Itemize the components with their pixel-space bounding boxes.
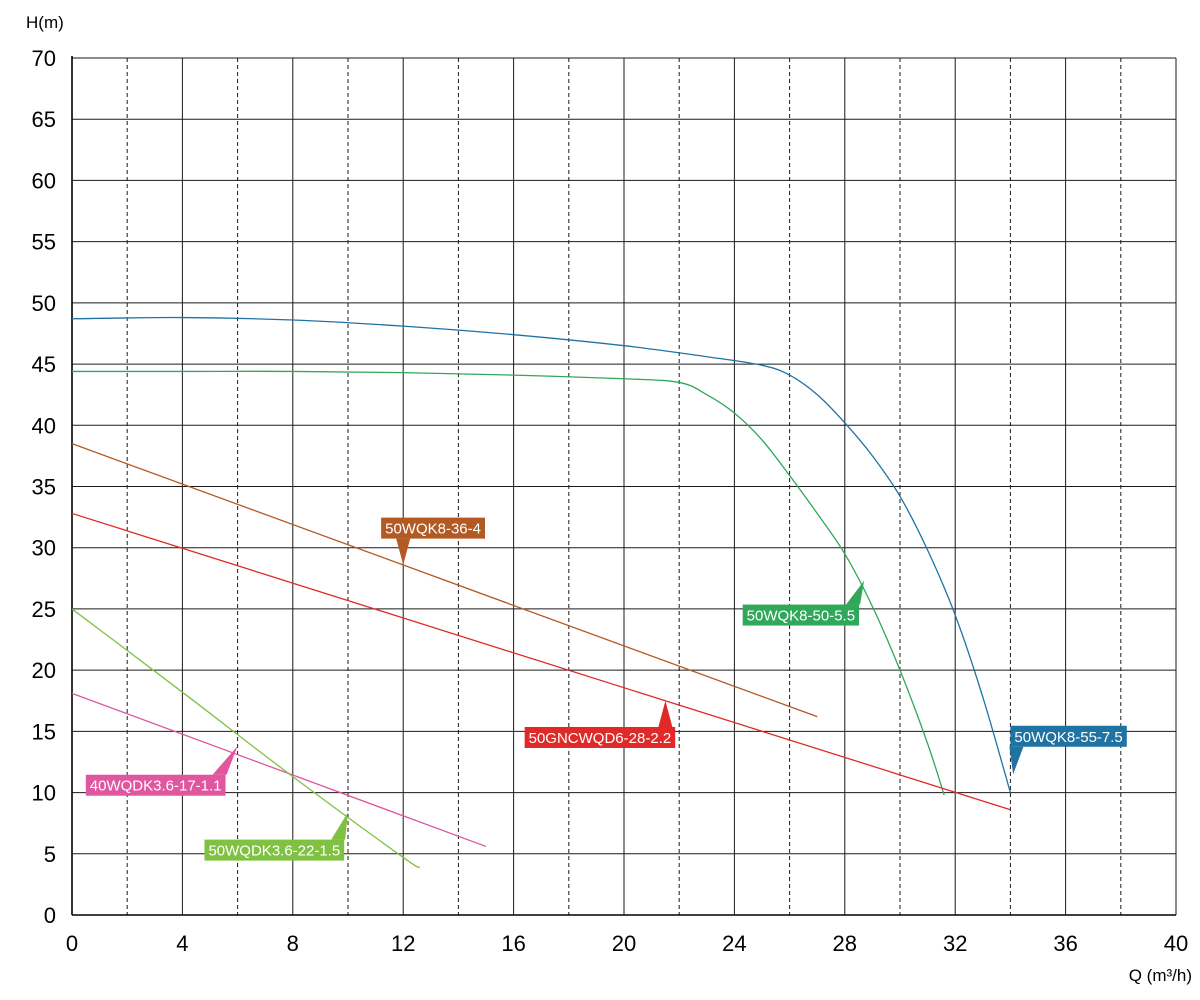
series-tags: 50WQK8-55-7.5 50WQK8-50-5.5 50WQK8-36-4 50G… [85, 517, 1127, 861]
grid [72, 57, 1177, 915]
y-tick-label-35: 35 [32, 475, 56, 500]
x-tick-label-16: 16 [501, 931, 525, 956]
y-tick-label-45: 45 [32, 352, 56, 377]
series-tag-50wqdk3-6-22-1-5: 50WQDK3.6-22-1.5 [204, 812, 348, 861]
series-tag-50gncwqd6-28-2-2: 50GNCWQD6-28-2.2 [524, 700, 676, 748]
x-tick-label-32: 32 [943, 931, 967, 956]
x-tick-label-40: 40 [1164, 931, 1188, 956]
series-tag-box [524, 726, 676, 748]
series-tag-pointer [396, 538, 411, 565]
y-tick-label-25: 25 [32, 597, 56, 622]
y-tick-label-70: 70 [32, 46, 56, 71]
y-tick-label-40: 40 [32, 413, 56, 438]
series-lines [71, 316, 1012, 869]
y-tick-label-65: 65 [32, 107, 56, 132]
x-tick-label-4: 4 [176, 931, 188, 956]
x-tick-label-28: 28 [833, 931, 857, 956]
y-tick-label-50: 50 [32, 291, 56, 316]
x-tick-label-0: 0 [66, 931, 78, 956]
series-tag-box [204, 839, 345, 861]
y-tick-label-10: 10 [32, 781, 56, 806]
series-line-50wqdk3-6-22-1-5 [71, 608, 421, 869]
series-tag-text: 50WQDK3.6-22-1.5 [208, 843, 340, 860]
series-tag-box [742, 604, 860, 626]
series-line-50wqk8-50-5-5 [72, 370, 945, 796]
series-tag-text: 40WQDK3.6-17-1.1 [90, 778, 222, 795]
series-tag-pointer [658, 700, 673, 727]
series-tag-pointer [212, 746, 238, 775]
series-tag-box [1010, 725, 1127, 747]
series-tag-50wqk8-55-7-5: 50WQK8-55-7.5 [1009, 725, 1127, 775]
y-axis-label: H(m) [26, 13, 64, 32]
x-tick-label-36: 36 [1053, 931, 1077, 956]
series-tag-box [85, 774, 226, 796]
y-tick-label-15: 15 [32, 719, 56, 744]
series-line-50wqk8-55-7-5 [71, 316, 1012, 793]
y-tick-label-5: 5 [44, 842, 56, 867]
series-tag-pointer [331, 812, 348, 840]
y-tick-label-55: 55 [32, 230, 56, 255]
x-tick-label-20: 20 [612, 931, 636, 956]
y-tick-label-60: 60 [32, 168, 56, 193]
series-tag-50wqk8-36-4: 50WQK8-36-4 [381, 517, 485, 565]
x-tick-label-8: 8 [287, 931, 299, 956]
series-tag-40wqdk3-6-17-1-1: 40WQDK3.6-17-1.1 [85, 746, 238, 796]
series-tag-pointer [1009, 746, 1024, 775]
series-tag-pointer [846, 580, 865, 605]
series-line-50gncwqd6-28-2-2 [71, 512, 1011, 811]
y-tick-label-0: 0 [44, 903, 56, 928]
x-axis-label: Q (m³/h) [1129, 966, 1192, 985]
series-tag-box [381, 517, 485, 539]
series-tag-text: 50WQK8-50-5.5 [747, 608, 855, 625]
tick-labels: 0 5 10 15 20 25 30 35 40 45 50 55 60 65 70 0 4 8 12 16 20 24 2… [32, 46, 1189, 956]
x-tick-label-12: 12 [391, 931, 415, 956]
series-tag-text: 50WQK8-36-4 [385, 521, 481, 538]
series-tag-50wqk8-50-5-5: 50WQK8-50-5.5 [742, 580, 865, 626]
y-tick-label-20: 20 [32, 658, 56, 683]
series-line-50wqk8-36-4 [71, 443, 818, 718]
y-tick-label-30: 30 [32, 536, 56, 561]
axes [71, 56, 1176, 916]
series-tag-text: 50WQK8-55-7.5 [1014, 729, 1122, 746]
x-tick-label-24: 24 [722, 931, 746, 956]
series-tag-text: 50GNCWQD6-28-2.2 [529, 730, 672, 747]
series-line-40wqdk3-6-17-1-1 [71, 692, 487, 848]
